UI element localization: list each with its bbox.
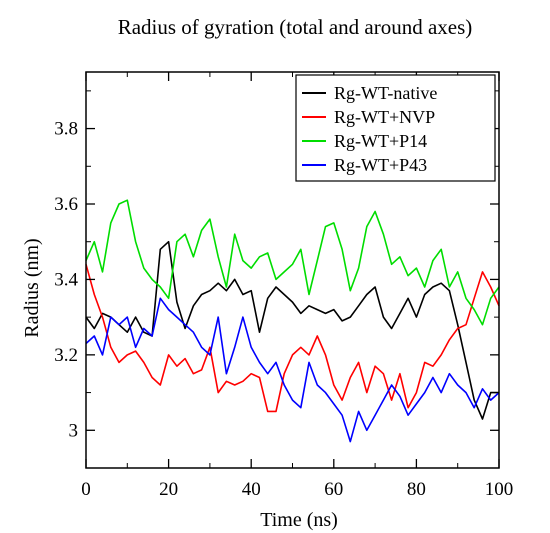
y-tick-label: 3.6 (54, 194, 78, 215)
legend-label-4: Rg-WT+P43 (334, 155, 427, 175)
series-line-1 (85, 240, 499, 420)
legend-box (295, 74, 496, 182)
x-tick-label: 100 (485, 479, 514, 500)
chart-title: Radius of gyration (total and around axe… (118, 15, 473, 39)
series-layer (85, 199, 500, 443)
x-tick-label: 20 (159, 479, 178, 500)
y-tick-label: 3 (69, 420, 79, 441)
legend-label-1: Rg-WT-native (334, 83, 437, 103)
x-tick-label: 60 (324, 479, 343, 500)
y-tick-label: 3.2 (54, 345, 78, 366)
series-line-4 (85, 297, 500, 443)
x-tick-label: 80 (407, 479, 426, 500)
x-tick-label: 40 (242, 479, 261, 500)
x-axis-label: Time (ns) (260, 509, 338, 531)
y-axis-label: Radius (nm) (21, 238, 43, 337)
series-line-3 (85, 199, 500, 326)
y-tick-label: 3.4 (54, 269, 78, 290)
legend: Rg-WT-native Rg-WT+NVP Rg-WT+P14 Rg-WT+P43 (295, 74, 496, 182)
legend-label-3: Rg-WT+P14 (334, 131, 427, 151)
legend-label-2: Rg-WT+NVP (334, 107, 435, 127)
y-tick-label: 3.8 (54, 119, 78, 140)
ticks-layer: 0 20 40 60 80 100 3 3.2 3.4 3.6 3.8 (54, 72, 513, 500)
series-line-2 (85, 264, 500, 413)
x-tick-label: 0 (81, 479, 91, 500)
